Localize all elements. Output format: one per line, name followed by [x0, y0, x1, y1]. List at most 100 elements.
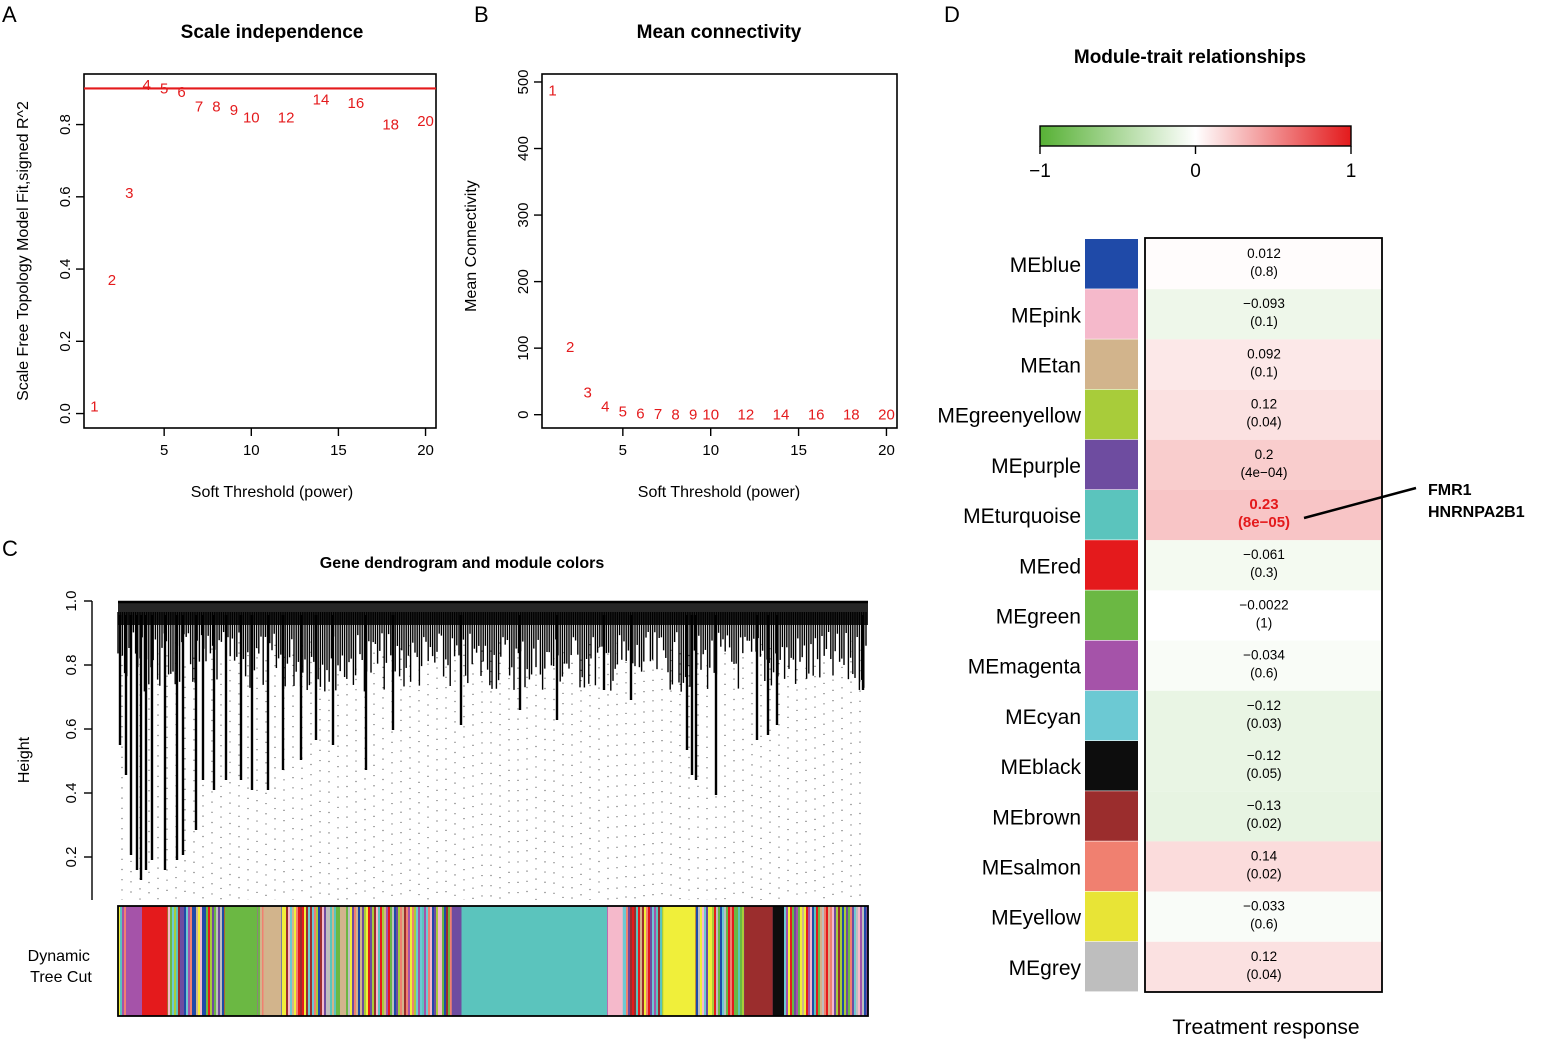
panel-c-colorbar-stripe	[352, 906, 355, 1016]
panel-b-point-label: 16	[808, 407, 825, 424]
panel-c-colorbar-stripe	[262, 906, 265, 1016]
panel-c-colorbar-stripe	[328, 906, 331, 1016]
panel-c-colorbar-stripe	[718, 906, 721, 1016]
panel-c-colorbar-stripe	[258, 906, 261, 1016]
panel-d-cell-correlation: 0.12	[1251, 949, 1277, 964]
panel-c-colorbar-stripe	[190, 906, 193, 1016]
panel-c-colorbar-stripe	[726, 906, 729, 1016]
panel-c-colorbar-stripe	[418, 906, 421, 1016]
panel-c-module-block	[142, 906, 168, 1016]
panel-c-colorbar-stripe	[830, 906, 833, 1016]
panel-c-colorbar-stripe	[722, 906, 725, 1016]
panel-d-legend-tick-label: 1	[1346, 161, 1357, 182]
panel-b-point-label: 14	[773, 407, 790, 424]
panel-d-annotation-gene-2: HNRNPA2B1	[1428, 504, 1525, 521]
panel-c-module-block	[744, 906, 773, 1016]
panel-d-row: MEturquoise 0.23(8e−05)	[963, 490, 1382, 541]
panel-c-module-block	[461, 906, 607, 1016]
panel-c-colorbar-stripe	[198, 906, 201, 1016]
panel-c-colorbar-stripe	[120, 906, 123, 1016]
panel-c-colorbar-stripe	[430, 906, 433, 1016]
panel-d-row: MEred −0.061 (0.3)	[1019, 540, 1382, 591]
panel-b-point-label: 7	[654, 406, 662, 423]
panel-c-colorbar-stripe	[736, 906, 739, 1016]
panel-c-ytick-label: 0.2	[63, 847, 80, 868]
panel-c-colorbar-stripe	[848, 906, 851, 1016]
panel-a-point-label: 3	[125, 185, 133, 202]
panel-c-colorbar-stripe	[652, 906, 655, 1016]
panel-d-cell-correlation: −0.13	[1247, 798, 1281, 813]
panel-a-ylabel: Scale Free Topology Model Fit,signed R^2	[15, 101, 32, 401]
panel-c-colorbar-stripe	[398, 906, 401, 1016]
panel-c-colorbar-stripe	[856, 906, 859, 1016]
panel-d-legend-tick-label: 0	[1190, 161, 1201, 182]
panel-c-colorbar-stripe	[648, 906, 651, 1016]
panel-c-colorbar-stripe	[406, 906, 409, 1016]
panel-b-point-label: 5	[619, 403, 627, 420]
panel-c-colorbar-stripe	[864, 906, 867, 1016]
panel-d-row: MEblack −0.12 (0.05)	[1000, 741, 1382, 792]
panel-a-xtick-label: 5	[160, 442, 168, 459]
panel-c-colorbar-stripe	[384, 906, 387, 1016]
panel-c-colorbar-stripe	[390, 906, 393, 1016]
panel-letter-b: B	[474, 2, 489, 27]
panel-c-ylabel: Height	[16, 736, 33, 783]
panel-d-cell-correlation: 0.12	[1251, 397, 1277, 412]
panel-c-colorbar-stripe	[334, 906, 337, 1016]
panel-c-colorbar-stripe	[320, 906, 323, 1016]
panel-c-colorbar-stripe	[842, 906, 845, 1016]
panel-c-colorbar-stripe	[122, 906, 125, 1016]
panel-letter-c: C	[2, 536, 18, 561]
panel-c-colorbar-stripe	[186, 906, 189, 1016]
panel-b-title: Mean connectivity	[637, 22, 802, 43]
panel-c-colorbar-stripe	[386, 906, 389, 1016]
panel-c-colorbar-stripe	[382, 906, 385, 1016]
panel-c-colorbar-stripe	[866, 906, 869, 1016]
panel-a-ytick-label: 0.6	[57, 186, 74, 207]
panel-c-colorbar-stripe	[200, 906, 203, 1016]
panel-d-module-swatch	[1085, 841, 1138, 891]
panel-d-module-label: MEmagenta	[968, 656, 1082, 679]
panel-c-colorbar-stripe	[424, 906, 427, 1016]
panel-a-xtick-label: 20	[417, 442, 434, 459]
panel-c-colorbar-stripe	[448, 906, 451, 1016]
panel-d-cell-correlation: −0.033	[1243, 899, 1285, 914]
panel-c-colorbar-stripe	[312, 906, 315, 1016]
panel-c-colorbar-stripe	[708, 906, 711, 1016]
panel-c-colorbar-stripe	[640, 906, 643, 1016]
panel-d-cell-correlation: 0.14	[1251, 848, 1278, 863]
panel-a-point-label: 6	[177, 84, 185, 101]
panel-c-colorbar-stripe	[124, 906, 127, 1016]
panel-c-colorbar-stripe	[814, 906, 817, 1016]
panel-d-module-label: MEsalmon	[982, 857, 1081, 880]
panel-c-colorbar-stripe	[836, 906, 839, 1016]
panel-d-heatmap-cell	[1146, 941, 1382, 992]
panel-c-colorbar-stripe	[282, 906, 285, 1016]
panel-c-colorbar-stripe	[306, 906, 309, 1016]
panel-c-colorbar-stripe	[340, 906, 343, 1016]
panel-c-colorbar-stripe	[402, 906, 405, 1016]
panel-c-colorbar-stripe	[426, 906, 429, 1016]
panel-d-module-swatch	[1085, 540, 1138, 590]
panel-c-colorbar-stripe	[392, 906, 395, 1016]
panel-d-cell-correlation: −0.12	[1247, 698, 1281, 713]
panel-d-heatmap-cell	[1146, 690, 1382, 741]
panel-c-colorbar-stripe	[412, 906, 415, 1016]
panel-c-colorbar-stripe	[414, 906, 417, 1016]
panel-c-colorbar-stripe	[630, 906, 633, 1016]
panel-d-module-label: MEred	[1019, 555, 1081, 578]
panel-d-module-swatch	[1085, 891, 1138, 942]
panel-d-row: MEtan 0.092 (0.1)	[1020, 339, 1382, 390]
panel-d-cell-correlation: 0.092	[1247, 346, 1281, 361]
panel-c-colorbar-stripe	[420, 906, 423, 1016]
panel-d-module-swatch	[1085, 640, 1138, 691]
panel-c-colorbar-stripe	[826, 906, 829, 1016]
panel-c-colorbar-stripe	[788, 906, 791, 1016]
panel-d-heatmap-cell	[1146, 590, 1382, 641]
panel-d-cell-pvalue: (8e−05)	[1238, 514, 1290, 531]
panel-b-plot-box	[541, 73, 898, 429]
panel-c-colorbar-stripe	[784, 906, 787, 1016]
panel-c-colorbar-stripe	[288, 906, 291, 1016]
panel-c-colorbar-stripe	[450, 906, 453, 1016]
